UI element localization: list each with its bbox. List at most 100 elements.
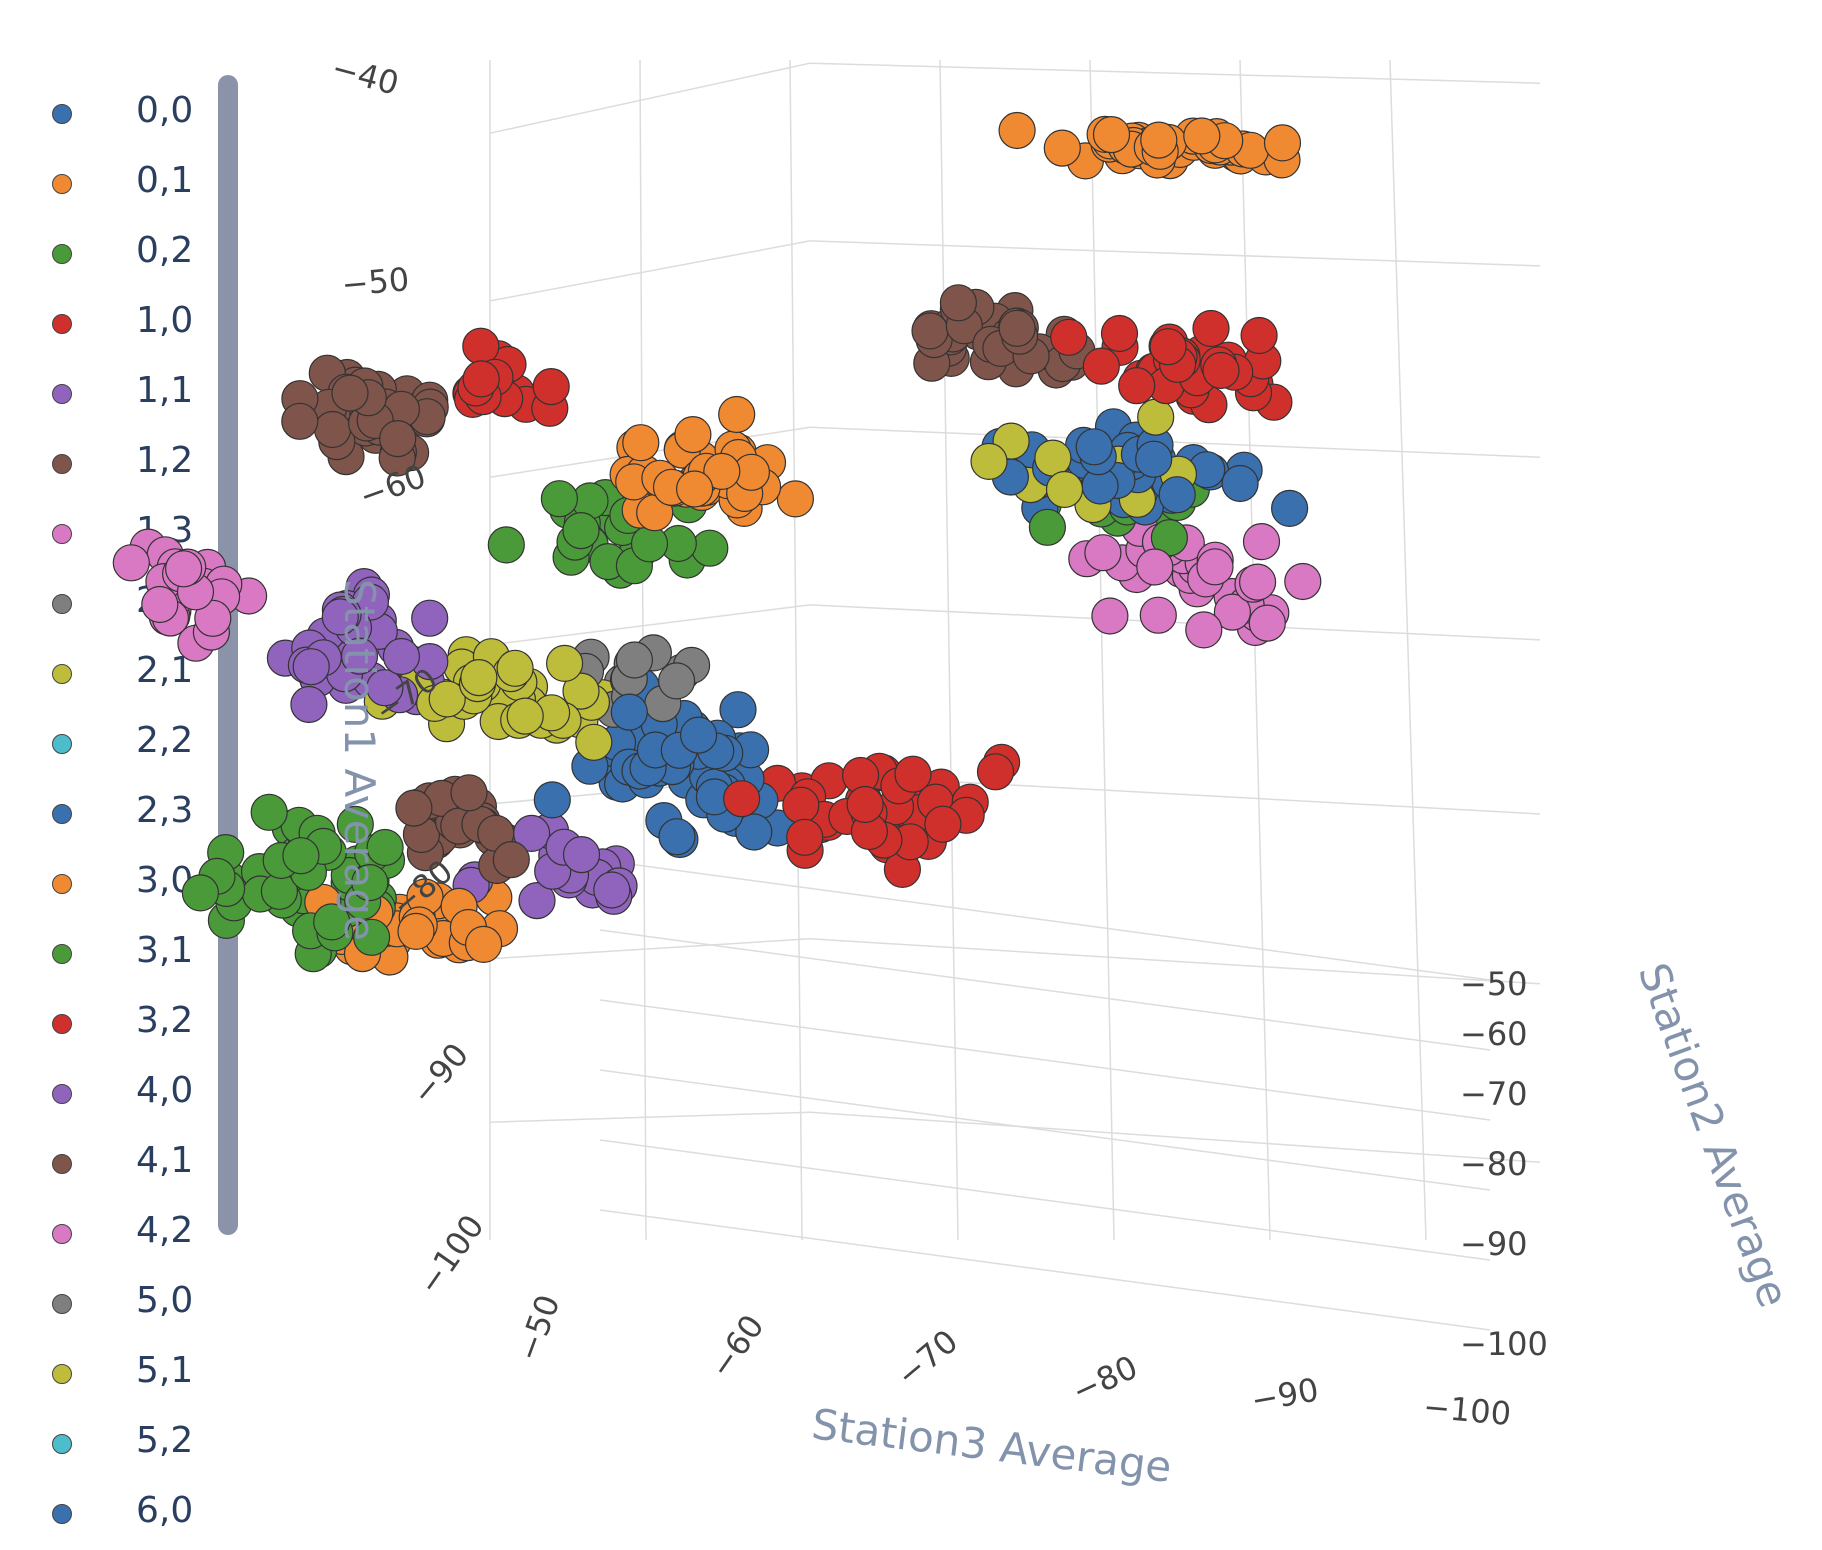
data-point[interactable] xyxy=(593,871,631,909)
data-point[interactable] xyxy=(545,644,584,683)
data-point[interactable] xyxy=(575,723,613,761)
data-point[interactable] xyxy=(1248,604,1286,642)
legend-item[interactable]: 2,2 xyxy=(30,710,230,780)
data-point[interactable] xyxy=(532,368,570,406)
data-point[interactable] xyxy=(194,599,232,637)
data-point[interactable] xyxy=(141,585,179,624)
data-point[interactable] xyxy=(540,480,579,518)
legend-scrollbar[interactable] xyxy=(218,75,238,1235)
data-point[interactable] xyxy=(411,599,449,637)
data-point[interactable] xyxy=(496,649,534,687)
data-point[interactable] xyxy=(615,641,654,679)
data-point[interactable] xyxy=(562,511,600,550)
data-point[interactable] xyxy=(1196,548,1234,586)
data-point[interactable] xyxy=(313,903,351,941)
legend-item[interactable]: 3,2 xyxy=(30,990,230,1060)
legend-item[interactable]: 4,1 xyxy=(30,1130,230,1200)
legend-item[interactable]: 0,2 xyxy=(30,220,230,290)
legend-item[interactable]: 4,0 xyxy=(30,1060,230,1130)
data-point[interactable] xyxy=(1158,476,1196,514)
data-point[interactable] xyxy=(181,874,219,912)
data-point[interactable] xyxy=(1043,129,1081,167)
data-point[interactable] xyxy=(658,818,696,856)
data-point[interactable] xyxy=(703,452,741,490)
data-point[interactable] xyxy=(735,813,773,851)
data-point[interactable] xyxy=(1242,522,1281,561)
data-point[interactable] xyxy=(351,863,389,902)
data-point[interactable] xyxy=(1082,347,1120,385)
data-point[interactable] xyxy=(718,395,756,434)
data-point[interactable] xyxy=(970,442,1008,480)
data-point[interactable] xyxy=(397,912,435,951)
data-point[interactable] xyxy=(722,780,761,818)
data-point[interactable] xyxy=(112,544,150,582)
data-point[interactable] xyxy=(1136,548,1174,586)
data-point[interactable] xyxy=(776,480,815,518)
data-point[interactable] xyxy=(1149,328,1187,366)
data-point[interactable] xyxy=(1221,464,1259,503)
data-point[interactable] xyxy=(462,360,500,398)
legend-item[interactable]: 0,1 xyxy=(30,150,230,220)
data-point[interactable] xyxy=(1284,562,1322,601)
data-point[interactable] xyxy=(250,793,288,831)
data-point[interactable] xyxy=(281,402,319,440)
data-point[interactable] xyxy=(460,658,498,697)
legend-item[interactable]: 5,2 xyxy=(30,1410,230,1480)
data-point[interactable] xyxy=(1050,318,1088,356)
data-point[interactable] xyxy=(292,648,330,686)
legend-item[interactable]: 1,0 xyxy=(30,290,230,360)
data-point[interactable] xyxy=(331,374,369,412)
data-point[interactable] xyxy=(366,828,404,867)
data-point[interactable] xyxy=(1091,597,1129,635)
data-point[interactable] xyxy=(1192,309,1230,348)
data-point[interactable] xyxy=(450,774,488,812)
data-point[interactable] xyxy=(1045,470,1084,509)
data-point[interactable] xyxy=(998,111,1036,150)
data-point[interactable] xyxy=(939,284,978,322)
legend-item[interactable]: 3,1 xyxy=(30,920,230,990)
data-point[interactable] xyxy=(679,716,718,754)
data-point[interactable] xyxy=(1028,508,1067,546)
legend-item[interactable]: 5,1 xyxy=(30,1340,230,1410)
data-point[interactable] xyxy=(353,918,391,956)
data-point[interactable] xyxy=(313,410,352,449)
data-point[interactable] xyxy=(562,835,601,874)
data-point[interactable] xyxy=(1202,351,1240,390)
data-point[interactable] xyxy=(395,789,433,827)
legend-item[interactable]: 5,0 xyxy=(30,1270,230,1340)
data-point[interactable] xyxy=(506,697,544,735)
data-point[interactable] xyxy=(382,637,420,676)
data-point[interactable] xyxy=(1270,489,1309,527)
data-point[interactable] xyxy=(336,805,374,844)
data-point[interactable] xyxy=(282,837,320,875)
data-point[interactable] xyxy=(719,691,757,729)
legend-item[interactable]: 6,0 xyxy=(30,1480,230,1550)
data-point[interactable] xyxy=(1118,367,1156,405)
data-point[interactable] xyxy=(911,312,949,350)
data-point[interactable] xyxy=(487,526,525,564)
data-point[interactable] xyxy=(1100,314,1139,353)
data-point[interactable] xyxy=(321,598,359,636)
legend-item[interactable]: 0,0 xyxy=(30,80,230,150)
data-point[interactable] xyxy=(1183,117,1221,155)
legend-item[interactable]: 2,1 xyxy=(30,640,230,710)
data-point[interactable] xyxy=(1238,563,1277,601)
data-point[interactable] xyxy=(1092,116,1131,154)
data-point[interactable] xyxy=(1185,611,1223,649)
legend-item[interactable]: 1,2 xyxy=(30,430,230,500)
data-point[interactable] xyxy=(533,781,571,819)
legend-item[interactable]: 4,2 xyxy=(30,1200,230,1270)
data-point[interactable] xyxy=(622,424,660,462)
data-point[interactable] xyxy=(691,529,729,567)
data-point[interactable] xyxy=(786,818,824,856)
data-point[interactable] xyxy=(630,525,669,563)
legend-item[interactable]: 1,1 xyxy=(30,360,230,430)
data-point[interactable] xyxy=(1263,124,1302,162)
data-point[interactable] xyxy=(976,753,1015,791)
data-point[interactable] xyxy=(1240,316,1278,355)
data-point[interactable] xyxy=(1034,439,1072,477)
data-point[interactable] xyxy=(675,470,714,508)
legend-item[interactable]: 2,3 xyxy=(30,780,230,850)
data-point[interactable] xyxy=(674,416,712,454)
